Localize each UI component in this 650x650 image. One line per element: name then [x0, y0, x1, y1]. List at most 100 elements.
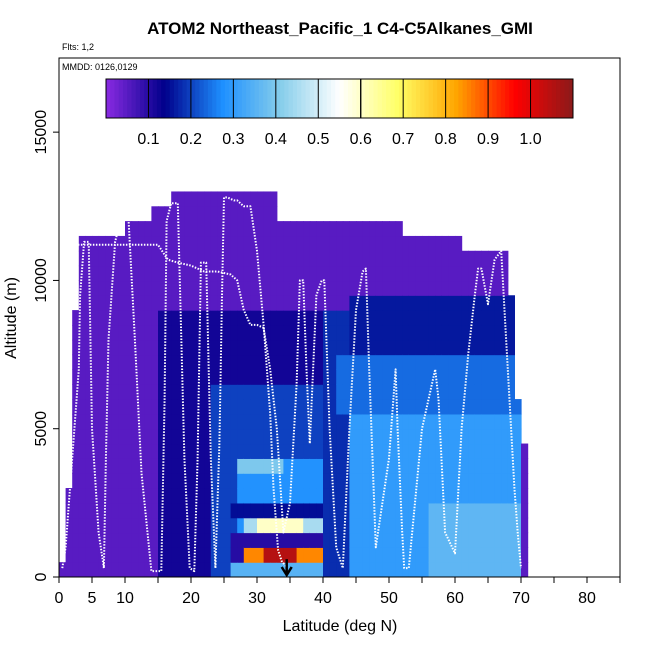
- curtain-cell: [382, 221, 390, 237]
- curtain-cell: [369, 532, 377, 548]
- curtain-cell: [422, 384, 430, 400]
- curtain-cell: [118, 354, 126, 370]
- curtain-cell: [382, 354, 390, 370]
- curtain-cell: [184, 488, 192, 504]
- curtain-cell: [217, 280, 225, 296]
- curtain-cell: [105, 517, 113, 534]
- curtain-cell: [428, 443, 436, 459]
- curtain-cell: [98, 280, 106, 296]
- curtain-cell: [375, 250, 383, 267]
- curtain-cell: [382, 339, 390, 356]
- colorbar-swatch: [190, 79, 196, 118]
- curtain-cell: [237, 354, 245, 370]
- curtain-cell: [210, 428, 218, 445]
- curtain-cell: [92, 354, 100, 370]
- curtain-cell: [204, 488, 212, 504]
- curtain-cell: [138, 532, 146, 548]
- curtain-cell: [98, 517, 106, 534]
- curtain-cell: [92, 413, 100, 430]
- curtain-cell: [243, 428, 251, 445]
- curtain-cell: [309, 250, 317, 267]
- curtain-cell: [283, 265, 291, 282]
- curtain-cell: [435, 354, 443, 370]
- curtain-cell: [85, 354, 93, 370]
- colorbar-swatch: [314, 79, 319, 118]
- curtain-cell: [342, 265, 350, 282]
- curtain-cell: [78, 532, 86, 548]
- curtain-cell: [98, 235, 106, 252]
- curtain-cell: [263, 384, 271, 400]
- curtain-cell: [276, 369, 284, 385]
- colorbar-swatch: [271, 79, 277, 118]
- curtain-cell: [342, 354, 350, 370]
- curtain-cell: [72, 428, 80, 445]
- y-axis-label: Altitude (m): [3, 277, 20, 359]
- colorbar-swatch: [207, 79, 213, 118]
- curtain-cell: [191, 473, 199, 489]
- curtain-cell: [204, 191, 212, 207]
- curtain-cell: [435, 488, 443, 504]
- curtain-cell: [323, 413, 331, 430]
- curtain-cell: [151, 502, 159, 519]
- curtain-cell: [468, 354, 476, 370]
- curtain-cell: [164, 369, 172, 385]
- curtain-cell: [402, 280, 410, 296]
- curtain-cell: [197, 235, 205, 252]
- curtain-cell: [336, 562, 344, 577]
- curtain-cell: [389, 324, 397, 341]
- curtain-cell: [191, 547, 199, 563]
- curtain-cell: [237, 339, 245, 356]
- curtain-cell: [85, 428, 93, 445]
- curtain-cell: [395, 502, 403, 519]
- curtain-cell: [468, 502, 476, 519]
- curtain-cell: [158, 428, 166, 445]
- curtain-cell: [415, 324, 423, 341]
- curtain-cell: [191, 488, 199, 504]
- curtain-cell: [118, 250, 126, 267]
- curtain-cell: [369, 310, 377, 326]
- curtain-cell: [197, 354, 205, 370]
- curtain-cell: [184, 547, 192, 563]
- curtain-cell: [362, 413, 370, 430]
- curtain-cell: [164, 428, 172, 445]
- curtain-cell: [118, 324, 126, 341]
- curtain-cell: [290, 295, 298, 311]
- curtain-cell: [158, 206, 166, 222]
- curtain-cell: [217, 547, 225, 563]
- curtain-cell: [250, 488, 258, 504]
- curtain-cell: [309, 324, 317, 341]
- curtain-cell: [177, 532, 185, 548]
- curtain-cell: [494, 265, 502, 282]
- curtain-cell: [435, 384, 443, 400]
- curtain-cell: [375, 384, 383, 400]
- colorbar-swatch: [284, 79, 290, 118]
- curtain-cell: [389, 295, 397, 311]
- curtain-cell: [375, 428, 383, 445]
- curtain-cell: [316, 324, 324, 341]
- curtain-cell: [428, 562, 436, 577]
- curtain-cell: [250, 562, 258, 577]
- curtain-cell: [151, 206, 159, 222]
- curtain-cell: [270, 280, 278, 296]
- curtain-cell: [270, 250, 278, 267]
- curtain-cell: [455, 517, 463, 534]
- curtain-cell: [111, 265, 119, 282]
- curtain-cell: [494, 562, 502, 577]
- curtain-cell: [349, 517, 357, 534]
- curtain-cell: [210, 562, 218, 577]
- curtain-cell: [435, 473, 443, 489]
- curtain-cell: [441, 488, 449, 504]
- curtain-cell: [184, 206, 192, 222]
- curtain-cell: [204, 413, 212, 430]
- latitude-marker-layer: [280, 559, 293, 578]
- curtain-cell: [224, 428, 232, 445]
- curtain-cell: [171, 532, 179, 548]
- colorbar-swatch: [364, 79, 370, 118]
- curtain-cell: [217, 399, 225, 415]
- curtain-cell: [204, 517, 212, 534]
- curtain-cell: [428, 339, 436, 356]
- curtain-cell: [171, 324, 179, 341]
- curtain-cell: [455, 250, 463, 267]
- curtain-cell: [422, 428, 430, 445]
- curtain-cell: [270, 206, 278, 222]
